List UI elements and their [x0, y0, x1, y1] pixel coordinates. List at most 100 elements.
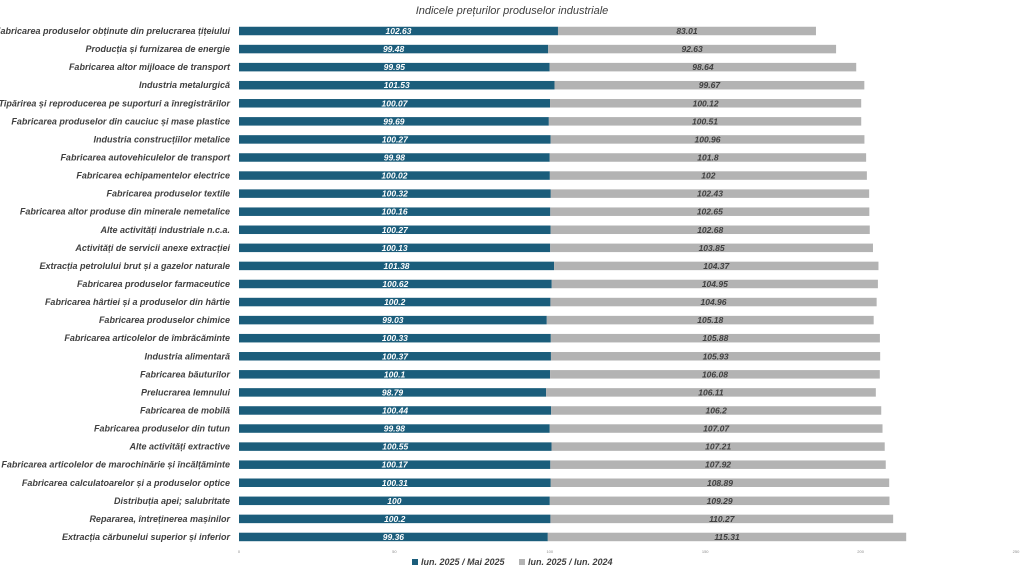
data-label: 105.93: [703, 351, 729, 361]
bar-iun2025-mai2025: [239, 406, 552, 415]
category-label: Fabricarea articolelor de marochinărie ș…: [1, 460, 230, 470]
bar-iun2025-iun2024: [548, 117, 862, 126]
bar-iun2025-iun2024: [550, 370, 880, 379]
data-label: 104.37: [703, 261, 730, 271]
bar-iun2025-mai2025: [239, 297, 551, 307]
data-label: 115.31: [714, 532, 740, 542]
bar-iun2025-mai2025: [239, 315, 547, 325]
bar-iun2025-iun2024: [550, 243, 873, 253]
data-label: 100: [387, 496, 401, 506]
data-label: 100.12: [693, 98, 719, 108]
bar-iun2025-mai2025: [239, 26, 558, 36]
bar-iun2025-iun2024: [550, 514, 894, 524]
data-label: 100.2: [384, 297, 406, 307]
x-tick-label: 150: [702, 549, 709, 554]
category-label: Industria metalurgică: [139, 80, 230, 90]
bar-iun2025-iun2024: [549, 496, 890, 506]
data-label: 107.92: [705, 460, 731, 470]
category-label: Tipărirea și reproducerea pe suporturi a…: [0, 98, 230, 108]
x-tick-label: 100: [546, 549, 553, 554]
data-label: 103.85: [699, 243, 725, 253]
bar-iun2025-mai2025: [239, 388, 547, 397]
data-label: 104.96: [701, 297, 727, 307]
data-label: 109.29: [707, 496, 733, 506]
data-label: 100.02: [381, 171, 407, 181]
data-label: 98.79: [382, 387, 404, 397]
bar-iun2025-mai2025: [239, 478, 551, 487]
data-label: 100.27: [382, 134, 409, 144]
data-label: 99.36: [383, 532, 405, 542]
category-label: Producția și furnizarea de energie: [85, 44, 230, 54]
legend-label: Iun. 2025 / Iun. 2024: [528, 557, 613, 567]
bar-iun2025-iun2024: [550, 333, 880, 343]
bar-iun2025-iun2024: [547, 532, 907, 542]
data-label: 92.63: [681, 44, 703, 54]
bar-iun2025-iun2024: [551, 279, 878, 289]
data-label: 83.01: [676, 26, 698, 36]
data-label: 99.98: [384, 152, 406, 162]
bar-iun2025-iun2024: [550, 225, 870, 235]
bar-iun2025-iun2024: [554, 261, 879, 271]
data-label: 99.48: [383, 44, 405, 54]
x-tick-label: 200: [857, 549, 864, 554]
bar-iun2025-mai2025: [239, 514, 551, 524]
category-label: Prelucrarea lemnului: [141, 387, 231, 397]
legend-swatch: [519, 559, 525, 565]
bar-iun2025-mai2025: [239, 189, 551, 198]
bar-iun2025-mai2025: [239, 424, 550, 433]
category-label: Fabricarea produselor din cauciuc și mas…: [11, 116, 230, 126]
data-label: 100.55: [382, 442, 408, 452]
bar-iun2025-iun2024: [551, 442, 885, 451]
data-label: 108.89: [707, 478, 733, 488]
bar-iun2025-iun2024: [557, 26, 816, 36]
legend-swatch: [412, 559, 418, 565]
category-label: Fabricarea produselor textile: [106, 189, 230, 199]
bar-iun2025-mai2025: [239, 261, 555, 271]
bar-iun2025-iun2024: [550, 189, 870, 198]
bar-iun2025-iun2024: [549, 153, 867, 162]
data-label: 105.18: [697, 315, 723, 325]
category-label: Fabricarea produselor obținute din prelu…: [0, 26, 230, 36]
data-label: 98.64: [692, 62, 714, 72]
category-label: Fabricarea echipamentelor electrice: [76, 171, 230, 181]
bar-iun2025-mai2025: [239, 442, 552, 451]
category-label: Fabricarea produselor chimice: [99, 315, 230, 325]
category-label: Fabricarea băuturilor: [140, 369, 231, 379]
data-label: 99.95: [384, 62, 406, 72]
data-label: 100.16: [382, 207, 408, 217]
category-labels: Fabricarea produselor obținute din prelu…: [0, 26, 231, 542]
data-label: 99.67: [699, 80, 722, 90]
data-label: 106.2: [706, 405, 728, 415]
category-label: Fabricarea altor mijloace de transport: [69, 62, 231, 72]
data-label: 100.31: [382, 478, 408, 488]
legend: Iun. 2025 / Mai 2025 Iun. 2025 / Iun. 202…: [412, 557, 613, 567]
category-label: Fabricarea altor produse din minerale ne…: [20, 207, 230, 217]
chart-title: Indicele prețurilor produselor industria…: [416, 5, 609, 17]
bar-iun2025-iun2024: [549, 62, 857, 72]
category-label: Distribuția apei; salubritate: [114, 496, 230, 506]
bar-iun2025-iun2024: [546, 315, 874, 325]
value-labels: 102.63 83.01 99.48 92.63 99.95 98.64 101.53 99.…: [381, 26, 740, 542]
bar-iun2025-iun2024: [550, 460, 886, 469]
data-label: 101.53: [384, 80, 410, 90]
category-label: Fabricarea articolelor de îmbrăcăminte: [64, 333, 230, 343]
data-label: 100.44: [382, 405, 408, 415]
data-label: 104.95: [702, 279, 728, 289]
bar-iun2025-mai2025: [239, 279, 552, 289]
data-label: 102.63: [385, 26, 411, 36]
category-label: Fabricarea de mobilă: [140, 405, 230, 415]
data-label: 100.07: [382, 98, 409, 108]
category-label: Industria construcțiilor metalice: [93, 134, 230, 144]
bar-iun2025-mai2025: [239, 460, 551, 469]
category-label: Fabricarea produselor farmaceutice: [77, 279, 230, 289]
bar-iun2025-mai2025: [239, 496, 550, 506]
bar-iun2025-mai2025: [239, 333, 551, 343]
bar-iun2025-iun2024: [550, 135, 865, 144]
data-label: 101.38: [384, 261, 410, 271]
category-label: Fabricarea autovehiculelor de transport: [60, 152, 231, 162]
bar-iun2025-mai2025: [239, 99, 551, 108]
category-label: Fabricarea calculatoarelor și a produsel…: [22, 478, 230, 488]
data-label: 107.07: [703, 424, 730, 434]
bar-iun2025-iun2024: [548, 44, 837, 54]
data-label: 105.88: [702, 333, 728, 343]
